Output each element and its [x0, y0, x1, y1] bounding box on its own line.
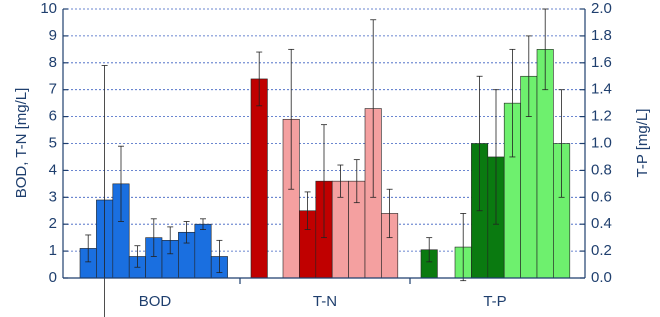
bar [194, 223, 212, 279]
y-tick-label: 0 [49, 269, 57, 286]
y2-axis-label: T-P [mg/L] [634, 109, 651, 178]
y2-tick-label: 1.2 [591, 108, 612, 125]
y2-tick-label: 1.6 [591, 54, 612, 71]
y-tick-label: 4 [49, 161, 57, 178]
y-tick-label: 1 [49, 242, 57, 259]
y-tick-label: 9 [49, 27, 57, 44]
y-axis-label: BOD, T-N [mg/L] [13, 88, 30, 199]
bar [250, 78, 268, 279]
y2-tick-label: 0.6 [591, 188, 612, 205]
y2-tick-label: 2.0 [591, 0, 612, 17]
x-tick-label: T-P [483, 293, 506, 310]
y2-tick-label: 1.8 [591, 27, 612, 44]
x-tick-label: BOD [139, 293, 172, 310]
x-tick-label: T-N [313, 293, 337, 310]
y2-tick-label: 0.4 [591, 215, 612, 232]
y-tick-label: 5 [49, 134, 57, 151]
y-tick-label: 10 [40, 0, 57, 17]
y2-tick-label: 0.0 [591, 269, 612, 286]
y2-tick-label: 1.4 [591, 81, 612, 98]
y-tick-label: 6 [49, 108, 57, 125]
y-tick-label: 8 [49, 54, 57, 71]
y2-tick-label: 0.8 [591, 161, 612, 178]
y-tick-label: 2 [49, 215, 57, 232]
y-tick-label: 3 [49, 188, 57, 205]
y2-tick-label: 1.0 [591, 134, 612, 151]
y2-tick-label: 0.2 [591, 242, 612, 259]
y-tick-label: 7 [49, 81, 57, 98]
